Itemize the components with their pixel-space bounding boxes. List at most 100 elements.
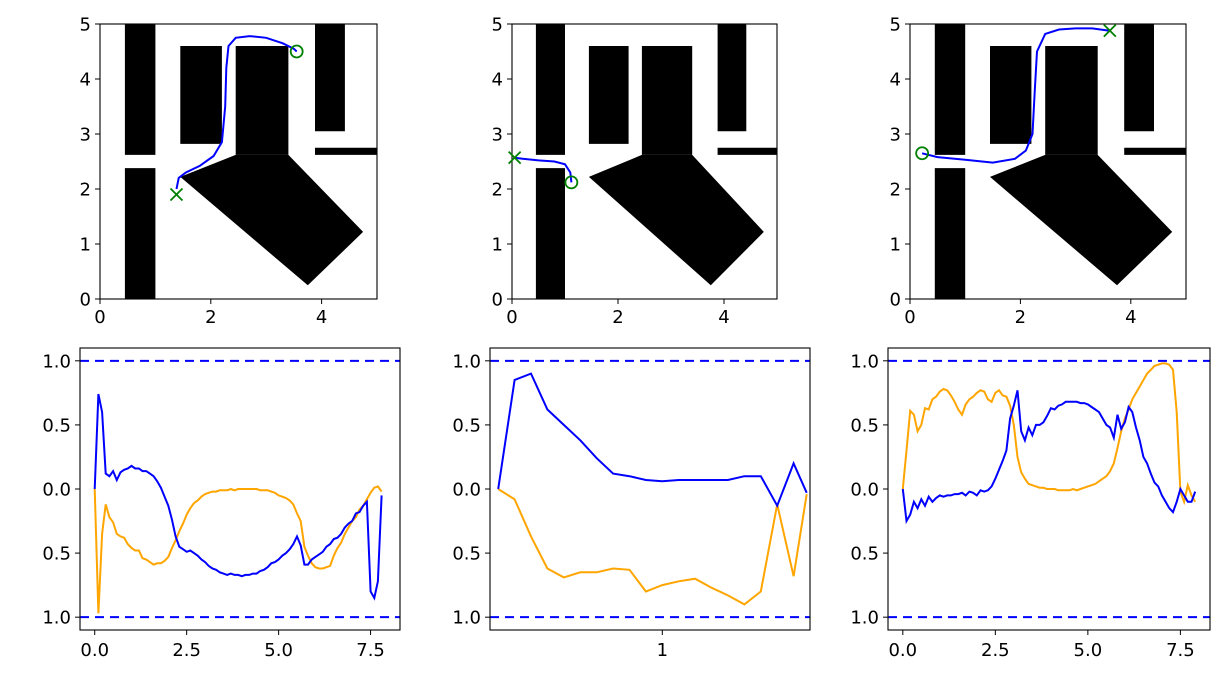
- x-tick-label: 4: [718, 307, 729, 328]
- x-tick-label: 0.0: [888, 640, 917, 661]
- signals-3-steering-line: [901, 362, 1197, 506]
- y-tick-label: 1: [80, 235, 91, 256]
- y-tick-label: 0.0: [42, 480, 71, 501]
- y-tick-label: 4: [80, 70, 91, 91]
- goal-cross-stroke: [1103, 23, 1117, 38]
- y-tick-label: 0.5: [452, 415, 481, 436]
- y-tick-label: 0: [492, 290, 503, 311]
- y-tick-label: 3: [80, 125, 91, 146]
- y-tick-label: 1.0: [850, 608, 879, 629]
- map-2-goal-marker: [508, 151, 522, 165]
- signals-panel-3: 0.0 2.5 5.0 7.5 1.0 0.5 0.0 0.5 1.0: [850, 347, 1211, 661]
- y-tick-label: 3: [890, 125, 901, 146]
- y-tick-label: 1: [492, 235, 503, 256]
- signals-panel-1: 0.0 2.5 5.0 7.5 1.0 0.5 0.0 0.5 1.0: [42, 347, 401, 661]
- map-2-yticks: 0 1 2 3 4 5: [492, 15, 512, 311]
- signals-2-steering-line: [497, 488, 808, 606]
- x-tick-label: 5.0: [1074, 640, 1103, 661]
- y-tick-label: 0.5: [452, 544, 481, 565]
- y-tick-label: 2: [492, 180, 503, 201]
- map-3-yticks: 0 1 2 3 4 5: [890, 15, 910, 311]
- x-tick-label: 0: [506, 307, 517, 328]
- start-circle-marker: [289, 44, 304, 59]
- y-tick-label: 1: [890, 235, 901, 256]
- map-1-obstacle: [315, 24, 345, 132]
- map-3-obstacle: [990, 154, 1173, 286]
- map-3-obstacle: [1045, 46, 1098, 155]
- x-tick-label: 4: [1125, 307, 1136, 328]
- map-2-obstacle: [717, 147, 777, 155]
- map-3-frame: [909, 23, 1187, 300]
- signals-2-xticks: 1: [657, 630, 668, 661]
- map-2-xticks: 0 2 4: [506, 299, 730, 328]
- signals-panel-2: 1 1.0 0.5 0.0 0.5 1.0: [452, 347, 811, 661]
- map-1-obstacle: [124, 168, 156, 299]
- start-circle-marker: [915, 146, 930, 161]
- y-tick-label: 1.0: [42, 608, 71, 629]
- map-1-path-line: [175, 35, 298, 190]
- x-tick-label: 4: [316, 307, 327, 328]
- map-2-obstacle: [717, 24, 747, 132]
- signals-3-xticks: 0.0 2.5 5.0 7.5: [888, 630, 1195, 661]
- y-tick-label: 1.0: [452, 608, 481, 629]
- map-3-start-marker: [915, 146, 930, 161]
- signals-1-yticks: 1.0 0.5 0.0 0.5 1.0: [42, 351, 80, 629]
- map-2-path-line: [514, 156, 573, 183]
- signals-1-velocity-line: [93, 393, 383, 601]
- x-tick-label: 2: [205, 307, 216, 328]
- signals-1-steering-line: [93, 485, 383, 614]
- signals-1-xticks: 0.0 2.5 5.0 7.5: [80, 630, 385, 661]
- y-tick-label: 5: [80, 15, 91, 36]
- y-tick-label: 1.0: [452, 351, 481, 372]
- map-3-obstacle: [990, 46, 1032, 144]
- y-tick-label: 0: [80, 290, 91, 311]
- y-tick-label: 5: [492, 15, 503, 36]
- signals-2-velocity-line: [497, 372, 808, 509]
- start-circle-marker: [564, 175, 579, 190]
- x-tick-label: 2: [612, 307, 623, 328]
- y-tick-label: 0.5: [42, 415, 71, 436]
- y-tick-label: 0.5: [42, 544, 71, 565]
- map-1-yticks: 0 1 2 3 4 5: [80, 15, 100, 311]
- map-1-obstacle: [180, 154, 364, 286]
- y-tick-label: 0.5: [850, 415, 879, 436]
- y-tick-label: 5: [890, 15, 901, 36]
- y-tick-label: 2: [890, 180, 901, 201]
- map-3-obstacle: [1124, 24, 1154, 132]
- y-tick-label: 4: [890, 70, 901, 91]
- map-2-obstacle: [641, 46, 693, 155]
- map-panel-2: 0 2 4 0 1 2 3 4 5: [492, 15, 778, 328]
- signals-3-yticks: 1.0 0.5 0.0 0.5 1.0: [850, 351, 888, 629]
- y-tick-label: 2: [80, 180, 91, 201]
- map-1-obstacle: [315, 147, 377, 155]
- map-2-obstacles: [535, 24, 777, 299]
- signals-3-velocity-line: [901, 390, 1197, 525]
- map-panel-1: 0 2 4 0 1 2 3 4 5: [80, 15, 378, 328]
- map-2-obstacle: [588, 46, 629, 144]
- y-tick-label: 0: [890, 290, 901, 311]
- map-1-start-marker: [289, 44, 304, 59]
- y-tick-label: 4: [492, 70, 503, 91]
- x-tick-label: 1: [657, 640, 668, 661]
- map-3-goal-marker: [1103, 23, 1117, 38]
- map-1-obstacle: [180, 46, 222, 144]
- x-tick-label: 2.5: [172, 640, 201, 661]
- goal-cross-stroke: [169, 187, 184, 202]
- map-3-xticks: 0 2 4: [904, 299, 1137, 328]
- map-3-obstacles: [934, 24, 1186, 299]
- x-tick-label: 0.0: [80, 640, 109, 661]
- y-tick-label: 1.0: [42, 351, 71, 372]
- x-tick-label: 0: [94, 307, 105, 328]
- x-tick-label: 7.5: [356, 640, 385, 661]
- map-1-obstacles: [124, 24, 377, 299]
- y-tick-label: 3: [492, 125, 503, 146]
- map-3-obstacle: [1124, 147, 1186, 155]
- map-2-obstacle: [588, 154, 764, 286]
- map-3-path-line: [921, 27, 1109, 164]
- map-1-obstacle: [235, 46, 289, 155]
- map-1-goal-marker: [169, 187, 184, 202]
- y-tick-label: 0.5: [850, 544, 879, 565]
- map-3-obstacle: [934, 168, 966, 299]
- map-2-obstacle: [535, 168, 565, 299]
